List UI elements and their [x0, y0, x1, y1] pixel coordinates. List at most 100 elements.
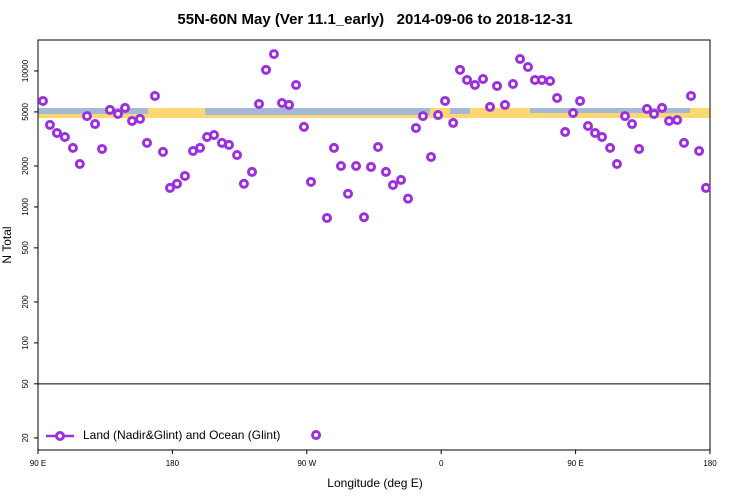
- y-tick-label: 5000: [21, 102, 30, 120]
- point: [142, 137, 153, 148]
- point: [537, 74, 547, 85]
- point: [469, 79, 480, 90]
- y-tick-label: 100: [21, 336, 30, 350]
- point: [649, 108, 659, 119]
- legend-label: Land (Nadir&Glint) and Ocean (Glint): [83, 428, 280, 442]
- point: [560, 126, 571, 137]
- point: [343, 188, 354, 199]
- chart-title: 55N-60N May (Ver 11.1_early) 2014-09-06 …: [177, 11, 572, 28]
- point: [582, 120, 593, 131]
- point: [157, 146, 168, 157]
- point: [268, 49, 279, 60]
- point: [113, 108, 124, 119]
- point: [664, 115, 675, 126]
- point: [417, 111, 428, 122]
- y-tick-label: 500: [21, 241, 30, 255]
- y-tick-label: 10000: [21, 59, 30, 82]
- point: [448, 117, 459, 128]
- point: [641, 103, 652, 114]
- point: [254, 98, 265, 109]
- point: [440, 95, 451, 106]
- point: [611, 158, 622, 169]
- x-tick-label: 90 E: [567, 459, 583, 468]
- point: [396, 174, 407, 185]
- point: [499, 99, 510, 110]
- x-axis-label: Longitude (deg E): [327, 476, 422, 490]
- x-tick-label: 180: [703, 459, 717, 468]
- point: [508, 79, 519, 90]
- point: [232, 150, 243, 161]
- point: [568, 107, 579, 118]
- plot-frame: [37, 39, 711, 451]
- point: [44, 119, 55, 130]
- point: [120, 102, 131, 113]
- point: [291, 79, 302, 90]
- point: [700, 182, 711, 193]
- point: [545, 75, 556, 86]
- point: [284, 99, 295, 110]
- point: [515, 53, 526, 64]
- y-tick-label: 200: [21, 295, 30, 309]
- y-axis-label: N Total: [0, 226, 14, 263]
- land-ocean-stripe: [38, 108, 710, 118]
- point: [195, 142, 206, 153]
- point: [127, 115, 138, 126]
- point: [403, 193, 414, 204]
- point: [97, 143, 108, 154]
- point: [223, 139, 234, 150]
- point: [634, 143, 645, 154]
- point: [81, 111, 92, 122]
- legend-marker: [55, 431, 65, 441]
- point: [478, 74, 489, 85]
- x-tick-label: 90 W: [297, 459, 316, 468]
- point: [165, 182, 176, 193]
- point: [433, 110, 444, 121]
- point: [104, 104, 115, 115]
- x-tick-label: 90 E: [30, 459, 46, 468]
- point: [298, 121, 309, 132]
- point: [679, 137, 690, 148]
- point: [620, 111, 631, 122]
- point: [575, 95, 586, 106]
- point: [366, 161, 377, 172]
- x-tick-label: 180: [166, 459, 180, 468]
- point: [311, 430, 322, 441]
- point: [305, 176, 316, 187]
- point: [67, 142, 78, 153]
- point: [172, 178, 183, 189]
- point: [552, 92, 563, 103]
- x-tick-label: 0: [439, 459, 444, 468]
- y-tick-label: 2000: [21, 157, 30, 175]
- point: [74, 158, 85, 169]
- point: [485, 101, 496, 112]
- point: [387, 179, 398, 190]
- point: [672, 114, 683, 125]
- y-tick-label: 20: [21, 433, 30, 442]
- point: [426, 151, 437, 162]
- point: [627, 119, 638, 130]
- point: [59, 131, 70, 142]
- point: [522, 61, 533, 72]
- point: [605, 142, 616, 153]
- y-tick-label: 50: [21, 379, 30, 388]
- point: [590, 127, 601, 138]
- point: [149, 90, 160, 101]
- point: [328, 142, 339, 153]
- point: [179, 170, 190, 181]
- point: [209, 130, 220, 141]
- point: [373, 141, 384, 152]
- point: [134, 113, 145, 124]
- point: [351, 161, 362, 172]
- point: [694, 145, 705, 156]
- point: [51, 127, 62, 138]
- point: [321, 212, 332, 223]
- point: [238, 178, 249, 189]
- point: [37, 95, 48, 106]
- point: [90, 119, 101, 130]
- point: [380, 166, 391, 177]
- point: [597, 131, 608, 142]
- point: [358, 212, 369, 223]
- point: [455, 64, 466, 75]
